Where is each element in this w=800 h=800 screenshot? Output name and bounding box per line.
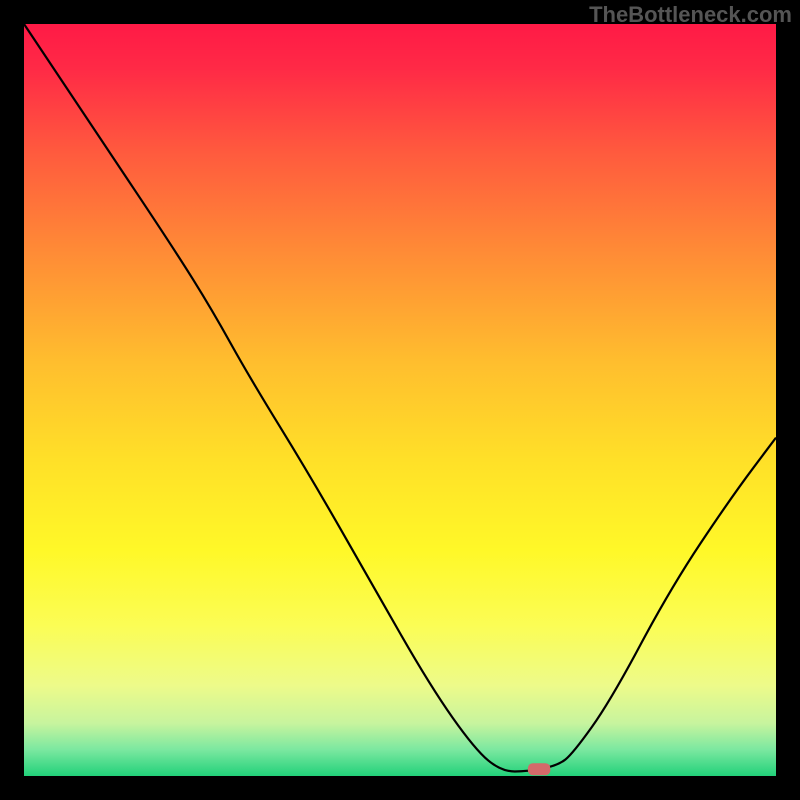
plot-area [24,24,776,776]
watermark-text: TheBottleneck.com [589,2,792,28]
chart-root: TheBottleneck.com [0,0,800,800]
